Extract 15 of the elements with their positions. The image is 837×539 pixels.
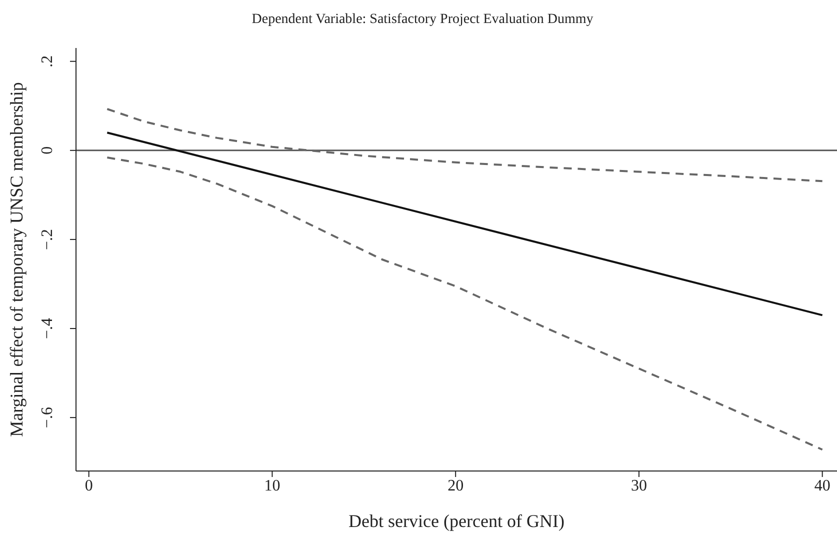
x-axis-title: Debt service (percent of GNI) [348,511,564,531]
y-tick-label: −.4 [39,318,56,340]
x-tick-label: 40 [814,477,830,494]
y-tick-label: .2 [39,55,56,68]
x-tick-label: 10 [264,477,280,494]
line-series [106,108,824,182]
chart-title: Dependent Variable: Satisfactory Project Evaluation Dummy [250,12,594,28]
x-tick-label: 30 [630,477,647,494]
y-tick-label: −.6 [39,407,56,428]
y-tick-label: 0 [39,146,56,154]
y-axis-title: Marginal effect of temporary UNSC membership [6,82,26,437]
x-tick-label: 20 [448,477,464,494]
y-tick-label: −.2 [39,228,56,250]
x-tick-label: 0 [84,477,93,494]
line-series [106,156,824,451]
